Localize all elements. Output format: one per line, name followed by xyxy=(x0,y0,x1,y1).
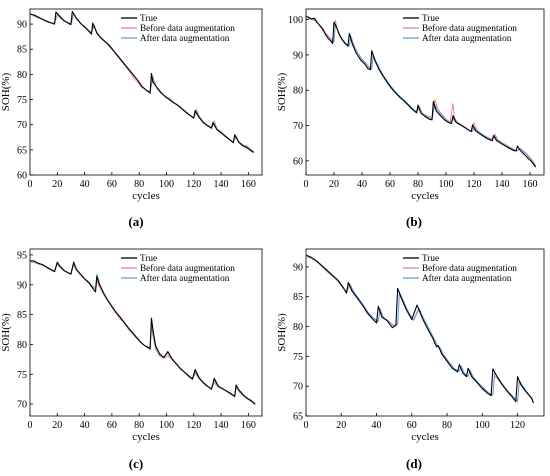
plot-frame xyxy=(305,8,545,176)
y-axis-label: SOH(%) xyxy=(276,313,288,352)
x-tick-label: 120 xyxy=(186,420,201,431)
x-tick-label: 60 xyxy=(407,420,417,431)
x-tick-label: 0 xyxy=(304,179,309,190)
x-tick-label: 0 xyxy=(28,179,33,190)
y-tick-label: 90 xyxy=(17,20,27,31)
y-tick-label: 80 xyxy=(17,70,27,81)
plot-frame xyxy=(29,8,263,176)
x-tick-label: 20 xyxy=(329,179,339,190)
y-tick-label: 70 xyxy=(17,120,27,131)
x-tick-label: 100 xyxy=(475,420,490,431)
y-axis-label: SOH(%) xyxy=(0,72,12,111)
series-line-true xyxy=(306,15,537,168)
x-axis-label: cycles xyxy=(411,190,438,202)
x-tick-label: 0 xyxy=(304,420,309,431)
legend-label-before: Before data augmentation xyxy=(140,23,235,33)
legend-label-before: Before data augmentation xyxy=(422,263,517,273)
legend-label-after: After data augmentation xyxy=(140,273,230,283)
chart-panel-d: 0 20 40 60 80 100 120 65 70 75 80 85 90 cycles SOH(%) T… xyxy=(276,248,545,443)
legend-label-true: True xyxy=(422,13,439,23)
y-tick-label: 60 xyxy=(293,156,303,167)
x-tick-label: 120 xyxy=(510,420,525,431)
x-tick-label: 40 xyxy=(372,420,382,431)
y-tick-label: 80 xyxy=(293,322,303,333)
x-tick-label: 160 xyxy=(523,179,538,190)
chart-panel-c: 0 20 40 60 80 100 120 140 160 70 75 80 85 90 95 cycles S… xyxy=(0,248,263,443)
x-tick-label: 140 xyxy=(214,179,229,190)
x-tick-label: 160 xyxy=(241,179,256,190)
y-tick-label: 80 xyxy=(293,86,303,97)
legend-label-before: Before data augmentation xyxy=(422,23,517,33)
y-tick-label: 80 xyxy=(17,340,27,351)
x-tick-label: 100 xyxy=(159,420,174,431)
x-axis-label: cycles xyxy=(132,431,159,443)
y-tick-label: 65 xyxy=(293,412,303,423)
y-axis-label: SOH(%) xyxy=(0,313,12,352)
y-tick-label: 75 xyxy=(17,370,27,381)
y-tick-label: 65 xyxy=(17,145,27,156)
y-tick-label: 90 xyxy=(17,280,27,291)
y-tick-label: 70 xyxy=(293,382,303,393)
x-tick-label: 140 xyxy=(495,179,510,190)
y-tick-label: 85 xyxy=(17,45,27,56)
panel-label-a: (a) xyxy=(128,214,144,229)
y-tick-label: 75 xyxy=(17,95,27,106)
x-tick-label: 80 xyxy=(413,179,423,190)
x-tick-label: 120 xyxy=(186,179,201,190)
x-tick-label: 160 xyxy=(241,420,256,431)
y-tick-label: 90 xyxy=(293,50,303,61)
x-tick-label: 60 xyxy=(107,420,117,431)
y-tick-label: 70 xyxy=(17,400,27,411)
y-tick-label: 90 xyxy=(293,262,303,273)
legend-label-true: True xyxy=(140,13,157,23)
x-tick-label: 80 xyxy=(134,420,144,431)
x-tick-label: 20 xyxy=(336,420,346,431)
legend-label-after: After data augmentation xyxy=(140,33,230,43)
legend-label-true: True xyxy=(140,253,157,263)
x-tick-label: 80 xyxy=(442,420,452,431)
x-axis-label: cycles xyxy=(132,190,159,202)
x-tick-label: 100 xyxy=(159,179,174,190)
legend-label-after: After data augmentation xyxy=(422,33,512,43)
y-tick-label: 60 xyxy=(17,171,27,182)
panel-label-d: (d) xyxy=(406,456,422,471)
chart-panel-a: 0 20 40 60 80 100 120 140 160 60 65 70 75 80 85 90 cycle… xyxy=(0,8,263,202)
y-tick-label: 70 xyxy=(293,121,303,132)
x-axis-label: cycles xyxy=(411,431,438,443)
series-line-true xyxy=(306,254,534,404)
x-tick-label: 60 xyxy=(107,179,117,190)
legend-label-after: After data augmentation xyxy=(422,273,512,283)
legend-label-before: Before data augmentation xyxy=(140,263,235,273)
x-tick-label: 80 xyxy=(134,179,144,190)
panel-label-c: (c) xyxy=(128,456,144,471)
x-tick-label: 40 xyxy=(357,179,367,190)
x-tick-label: 100 xyxy=(439,179,454,190)
y-axis-label: SOH(%) xyxy=(276,72,288,111)
series-line-true xyxy=(30,10,255,153)
x-tick-label: 20 xyxy=(52,179,62,190)
y-tick-label: 100 xyxy=(288,15,303,26)
x-tick-label: 60 xyxy=(385,179,395,190)
x-tick-label: 40 xyxy=(80,420,90,431)
x-tick-label: 0 xyxy=(28,420,33,431)
x-tick-label: 40 xyxy=(80,179,90,190)
x-tick-label: 140 xyxy=(214,420,229,431)
x-tick-label: 120 xyxy=(467,179,482,190)
y-tick-label: 75 xyxy=(293,352,303,363)
chart-panel-b: 0 20 40 60 80 100 120 140 16060708090100cyclesSO… xyxy=(276,8,545,202)
legend-label-true: True xyxy=(422,253,439,263)
x-tick-label: 20 xyxy=(52,420,62,431)
plot-frame xyxy=(29,248,263,417)
y-tick-label: 85 xyxy=(17,310,27,321)
y-tick-label: 95 xyxy=(17,250,27,261)
series-line-true xyxy=(30,260,256,405)
panel-label-b: (b) xyxy=(406,214,422,229)
y-tick-label: 85 xyxy=(293,292,303,303)
